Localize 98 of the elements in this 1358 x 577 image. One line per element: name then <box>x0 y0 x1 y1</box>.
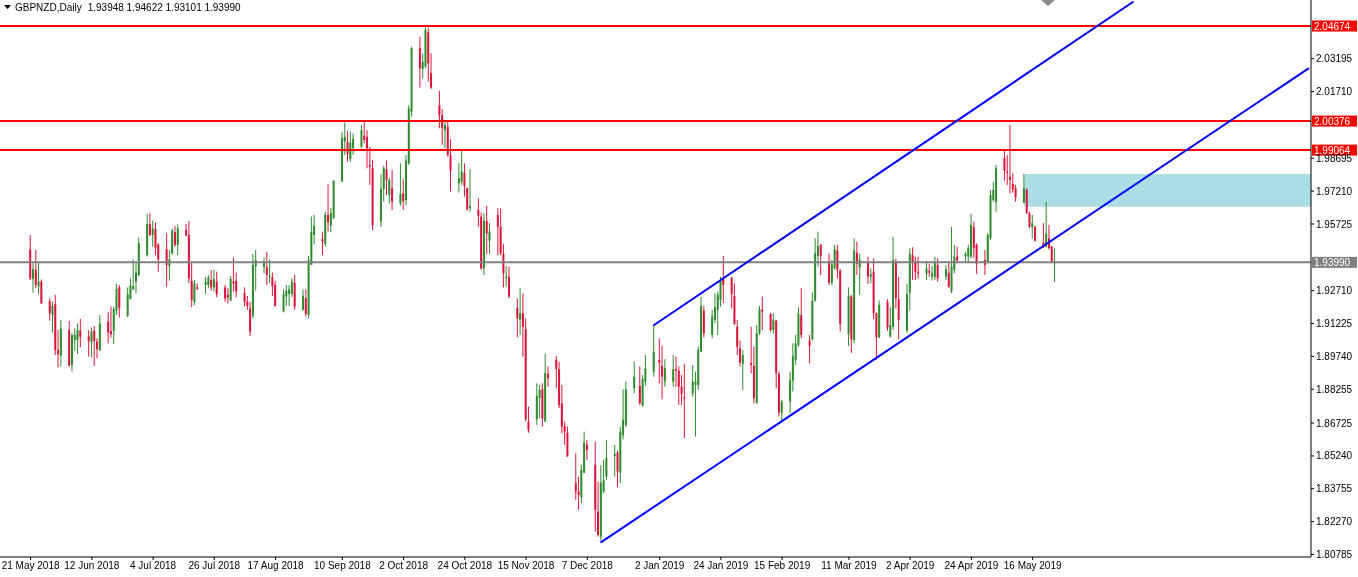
x-tick-label: 7 Dec 2018 <box>561 560 614 572</box>
y-tick-label: 1.88255 <box>1316 383 1353 395</box>
candlestick <box>148 212 151 237</box>
x-tick-label: 15 Feb 2019 <box>754 560 811 572</box>
candlestick <box>702 305 705 338</box>
candlestick <box>722 255 725 304</box>
candlestick <box>719 276 722 308</box>
candlestick <box>443 121 446 149</box>
x-tick-label: 21 May 2018 <box>1 560 60 572</box>
x-tick-label: 12 Jun 2018 <box>64 560 120 572</box>
candlestick <box>154 221 157 256</box>
x-tick-label: 26 Jul 2018 <box>188 560 241 572</box>
candlestick <box>438 90 441 129</box>
x-tick-label: 2 Oct 2018 <box>379 560 429 572</box>
candlestick <box>566 426 569 458</box>
candlestick <box>652 324 655 378</box>
candlestick <box>293 274 296 311</box>
candlestick <box>769 312 772 333</box>
chart-subtitle: 1.93948 1.94622 1.93101 1.93990 <box>87 2 241 13</box>
ref-line-label: 1.93990 <box>1314 256 1351 268</box>
candlestick <box>613 444 616 478</box>
candlestick <box>360 124 363 149</box>
x-tick-label: 11 Mar 2019 <box>821 560 878 572</box>
candlestick <box>126 286 129 318</box>
candlestick <box>633 361 636 394</box>
y-tick-label: 1.83755 <box>1316 483 1353 495</box>
candlestick <box>321 231 324 256</box>
candlestick <box>176 223 179 256</box>
candlestick <box>215 271 218 298</box>
y-tick-label: 1.86725 <box>1316 417 1353 429</box>
y-tick-label: 2.03195 <box>1316 53 1353 65</box>
candlestick <box>585 439 588 461</box>
candlestick <box>165 232 168 288</box>
x-tick-label: 10 Sep 2018 <box>314 560 372 572</box>
x-tick-label: 15 Nov 2018 <box>497 560 555 572</box>
x-tick-label: 2 Jan 2019 <box>634 560 685 572</box>
candlestick <box>40 278 43 305</box>
candlestick <box>808 334 811 364</box>
x-tick-label: 24 Apr 2019 <box>944 560 999 572</box>
candlestick <box>87 329 90 358</box>
y-tick-label: 1.97210 <box>1316 185 1353 197</box>
candlestick <box>51 301 54 334</box>
candlestick <box>1031 214 1034 239</box>
candlestick <box>469 168 472 213</box>
candlestick <box>1022 173 1025 204</box>
candlestick <box>173 225 176 248</box>
candlestick <box>936 257 939 283</box>
candlestick <box>302 288 304 312</box>
candlestick <box>48 297 51 322</box>
candlestick <box>93 325 96 367</box>
candlestick <box>933 256 936 281</box>
candlestick <box>488 222 491 255</box>
candlestick <box>683 363 686 439</box>
candlestick <box>391 169 394 211</box>
x-tick-label: 16 May 2019 <box>1003 560 1062 572</box>
candlestick <box>516 297 519 338</box>
candlestick <box>638 366 641 406</box>
candlestick <box>37 262 40 295</box>
y-tick-label: 1.80785 <box>1316 549 1353 561</box>
candlestick <box>76 322 79 355</box>
y-tick-label: 1.85240 <box>1316 450 1353 462</box>
x-tick-label: 17 Aug 2018 <box>247 560 305 572</box>
candlestick <box>496 207 499 256</box>
candlestick <box>956 246 959 264</box>
candlestick <box>616 450 619 488</box>
candlestick <box>761 296 764 331</box>
candlestick <box>118 284 121 319</box>
candlestick <box>800 287 803 339</box>
y-tick-label: 1.82270 <box>1316 516 1353 528</box>
candlestick <box>79 318 82 348</box>
y-tick-label: 1.92710 <box>1316 285 1353 297</box>
candlestick <box>243 286 246 308</box>
ref-line-label: 2.04674 <box>1314 20 1351 32</box>
candlestick <box>90 326 93 358</box>
candlestick <box>385 160 388 196</box>
x-tick-label: 24 Jan 2019 <box>693 560 749 572</box>
candlestick <box>947 262 950 289</box>
y-tick-label: 1.89740 <box>1316 350 1353 362</box>
y-tick-label: 1.95725 <box>1316 218 1353 230</box>
candlestick <box>944 264 947 281</box>
candlestick <box>418 36 421 89</box>
x-tick-label: 4 Jul 2018 <box>130 560 177 572</box>
candlestick <box>151 220 154 248</box>
x-tick-label: 24 Oct 2018 <box>437 560 493 572</box>
chart-title: GBPNZD,Daily <box>15 2 82 13</box>
candlestick <box>535 382 538 426</box>
x-tick-label: 2 Apr 2019 <box>886 560 935 572</box>
candlestick <box>1003 149 1006 182</box>
candlestick <box>399 162 402 207</box>
candlestick <box>268 258 271 284</box>
ref-line-label: 2.00376 <box>1314 115 1351 127</box>
candlestick <box>538 384 541 419</box>
candlestick <box>828 252 831 286</box>
y-tick-label: 1.91225 <box>1316 318 1353 330</box>
candlestick <box>388 177 391 204</box>
y-tick-label: 2.01710 <box>1316 86 1353 98</box>
candlestick <box>402 178 405 211</box>
candlestick <box>819 243 822 276</box>
